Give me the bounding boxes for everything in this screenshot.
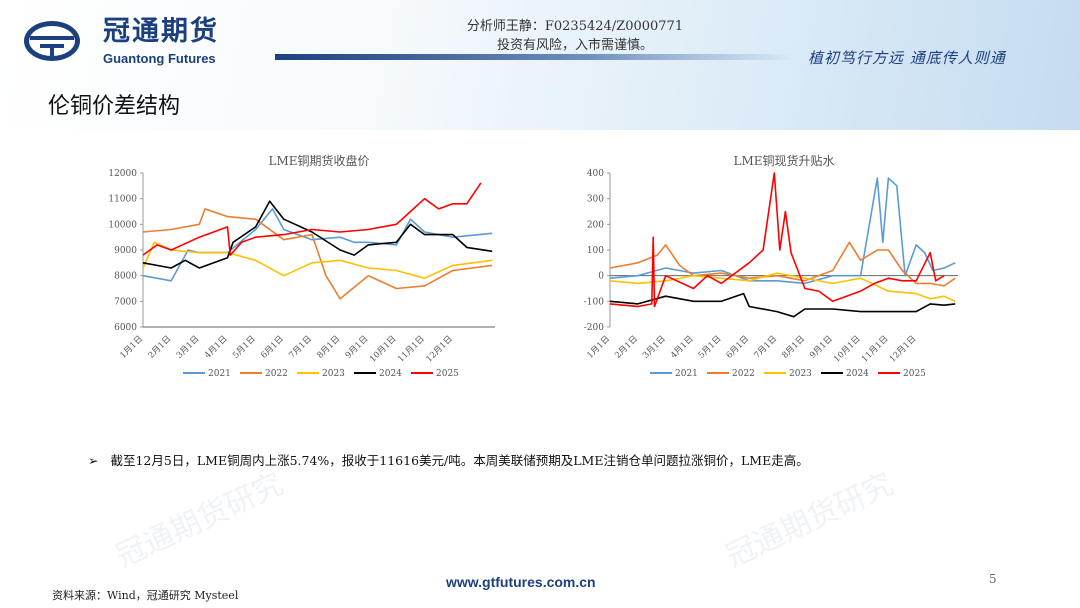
watermark: 冠通期货研究 [110,466,289,575]
y-tick-label: 9000 [114,246,137,256]
chart-lme-spot-spread: LME铜现货升贴水 -200 -100 0 100 200 300 400 1月1日 2月1日 3月… [584,153,958,379]
y-tick-label: 8000 [114,272,137,282]
chart-title: LME铜期货收盘价 [268,153,369,168]
y-tick-label: 100 [587,246,604,256]
x-tick-label: 10月1日 [368,334,399,365]
y-tick-label: 12000 [108,169,137,179]
x-tick-label: 6月1日 [259,334,286,361]
legend-label-2022: 2022 [732,369,755,379]
y-tick-label: 0 [598,272,604,282]
series-line-2025 [609,172,945,308]
x-tick-label: 9月1日 [808,334,835,361]
x-tick-label: 2月1日 [613,334,640,361]
x-tick-label: 8月1日 [780,334,807,361]
legend-label-2023: 2023 [789,369,812,379]
analyst-id: 分析师王静：F0235424/Z0000771 [466,19,684,34]
page-title: 伦铜价差结构 [48,94,181,119]
x-tick-label: 11月1日 [396,334,427,365]
page-number: 5 [989,572,997,586]
x-tick-label: 1月1日 [118,334,145,361]
data-source: 资料来源：Wind，冠通研究 Mysteel [52,589,239,602]
logo-icon-stem [50,44,54,58]
series-line-2024 [609,292,956,318]
logo-name-cn: 冠通期货 [103,16,219,47]
series-line-2025 [142,182,482,256]
y-tick-label: -100 [584,297,604,307]
series-line-2023 [142,241,493,279]
legend-label-2021: 2021 [675,369,698,379]
x-tick-label: 11月1日 [860,334,891,365]
y-tick-label: 400 [587,169,604,179]
x-tick-label: 6月1日 [725,334,752,361]
x-tick-label: 5月1日 [231,334,258,361]
legend-label-2021: 2021 [208,369,231,379]
legend-label-2024: 2024 [379,369,402,379]
legend-label-2025: 2025 [436,369,459,379]
y-tick-label: -200 [584,323,604,333]
analyst-info: 分析师王静：F0235424/Z0000771 投资有风险，入市需谨慎。 [400,17,750,55]
header-banner [0,0,1080,130]
x-tick-label: 4月1日 [669,334,696,361]
series-line-2021 [609,177,956,285]
x-tick-label: 12月1日 [424,334,455,365]
logo-name-en: Guantong Futures [103,51,216,66]
y-tick-label: 7000 [114,297,137,307]
x-tick-label: 5月1日 [697,334,724,361]
y-tick-label: 200 [587,220,604,230]
x-tick-label: 2月1日 [147,334,174,361]
chart-title: LME铜现货升贴水 [733,153,834,168]
series-line-2021 [142,208,493,282]
x-tick-label: 12月1日 [888,334,919,365]
logo-icon-bar [30,36,74,40]
summary-text: 截至12月5日，LME铜周内上涨5.74%，报收于11616美元/吨。本周美联储… [110,453,809,468]
legend-label-2023: 2023 [322,369,345,379]
x-tick-label: 7月1日 [287,334,314,361]
logo-icon [24,21,80,61]
legend-label-2022: 2022 [265,369,288,379]
series-line-2024 [142,200,493,269]
legend-label-2025: 2025 [903,369,926,379]
y-tick-label: 11000 [108,195,137,205]
y-tick-label: 300 [587,195,604,205]
slogan: 植初笃行方远 通底传人则通 [808,49,1006,67]
x-tick-label: 9月1日 [344,334,371,361]
x-tick-label: 3月1日 [175,334,202,361]
legend-label-2024: 2024 [846,369,869,379]
y-tick-label: 10000 [108,220,137,230]
risk-warning: 投资有风险，入市需谨慎。 [496,38,653,53]
series-line-2022 [142,208,493,300]
y-tick-label: 6000 [114,323,137,333]
x-tick-label: 3月1日 [641,334,668,361]
x-tick-label: 4月1日 [203,334,230,361]
summary-bullet: ➢ 截至12月5日，LME铜周内上涨5.74%，报收于11616美元/吨。本周美联… [88,450,809,469]
website-link[interactable]: www.gtfutures.com.cn [446,574,596,590]
bullet-arrow-icon: ➢ [88,453,99,468]
x-tick-label: 8月1日 [315,334,342,361]
x-tick-label: 1月1日 [585,334,612,361]
x-tick-label: 7月1日 [752,334,779,361]
chart-lme-futures-close: LME铜期货收盘价 6000 7000 8000 9000 10000 11000 12000… [108,153,495,379]
header-divider [275,54,795,60]
x-tick-label: 10月1日 [832,334,863,365]
watermark: 冠通期货研究 [720,466,899,575]
